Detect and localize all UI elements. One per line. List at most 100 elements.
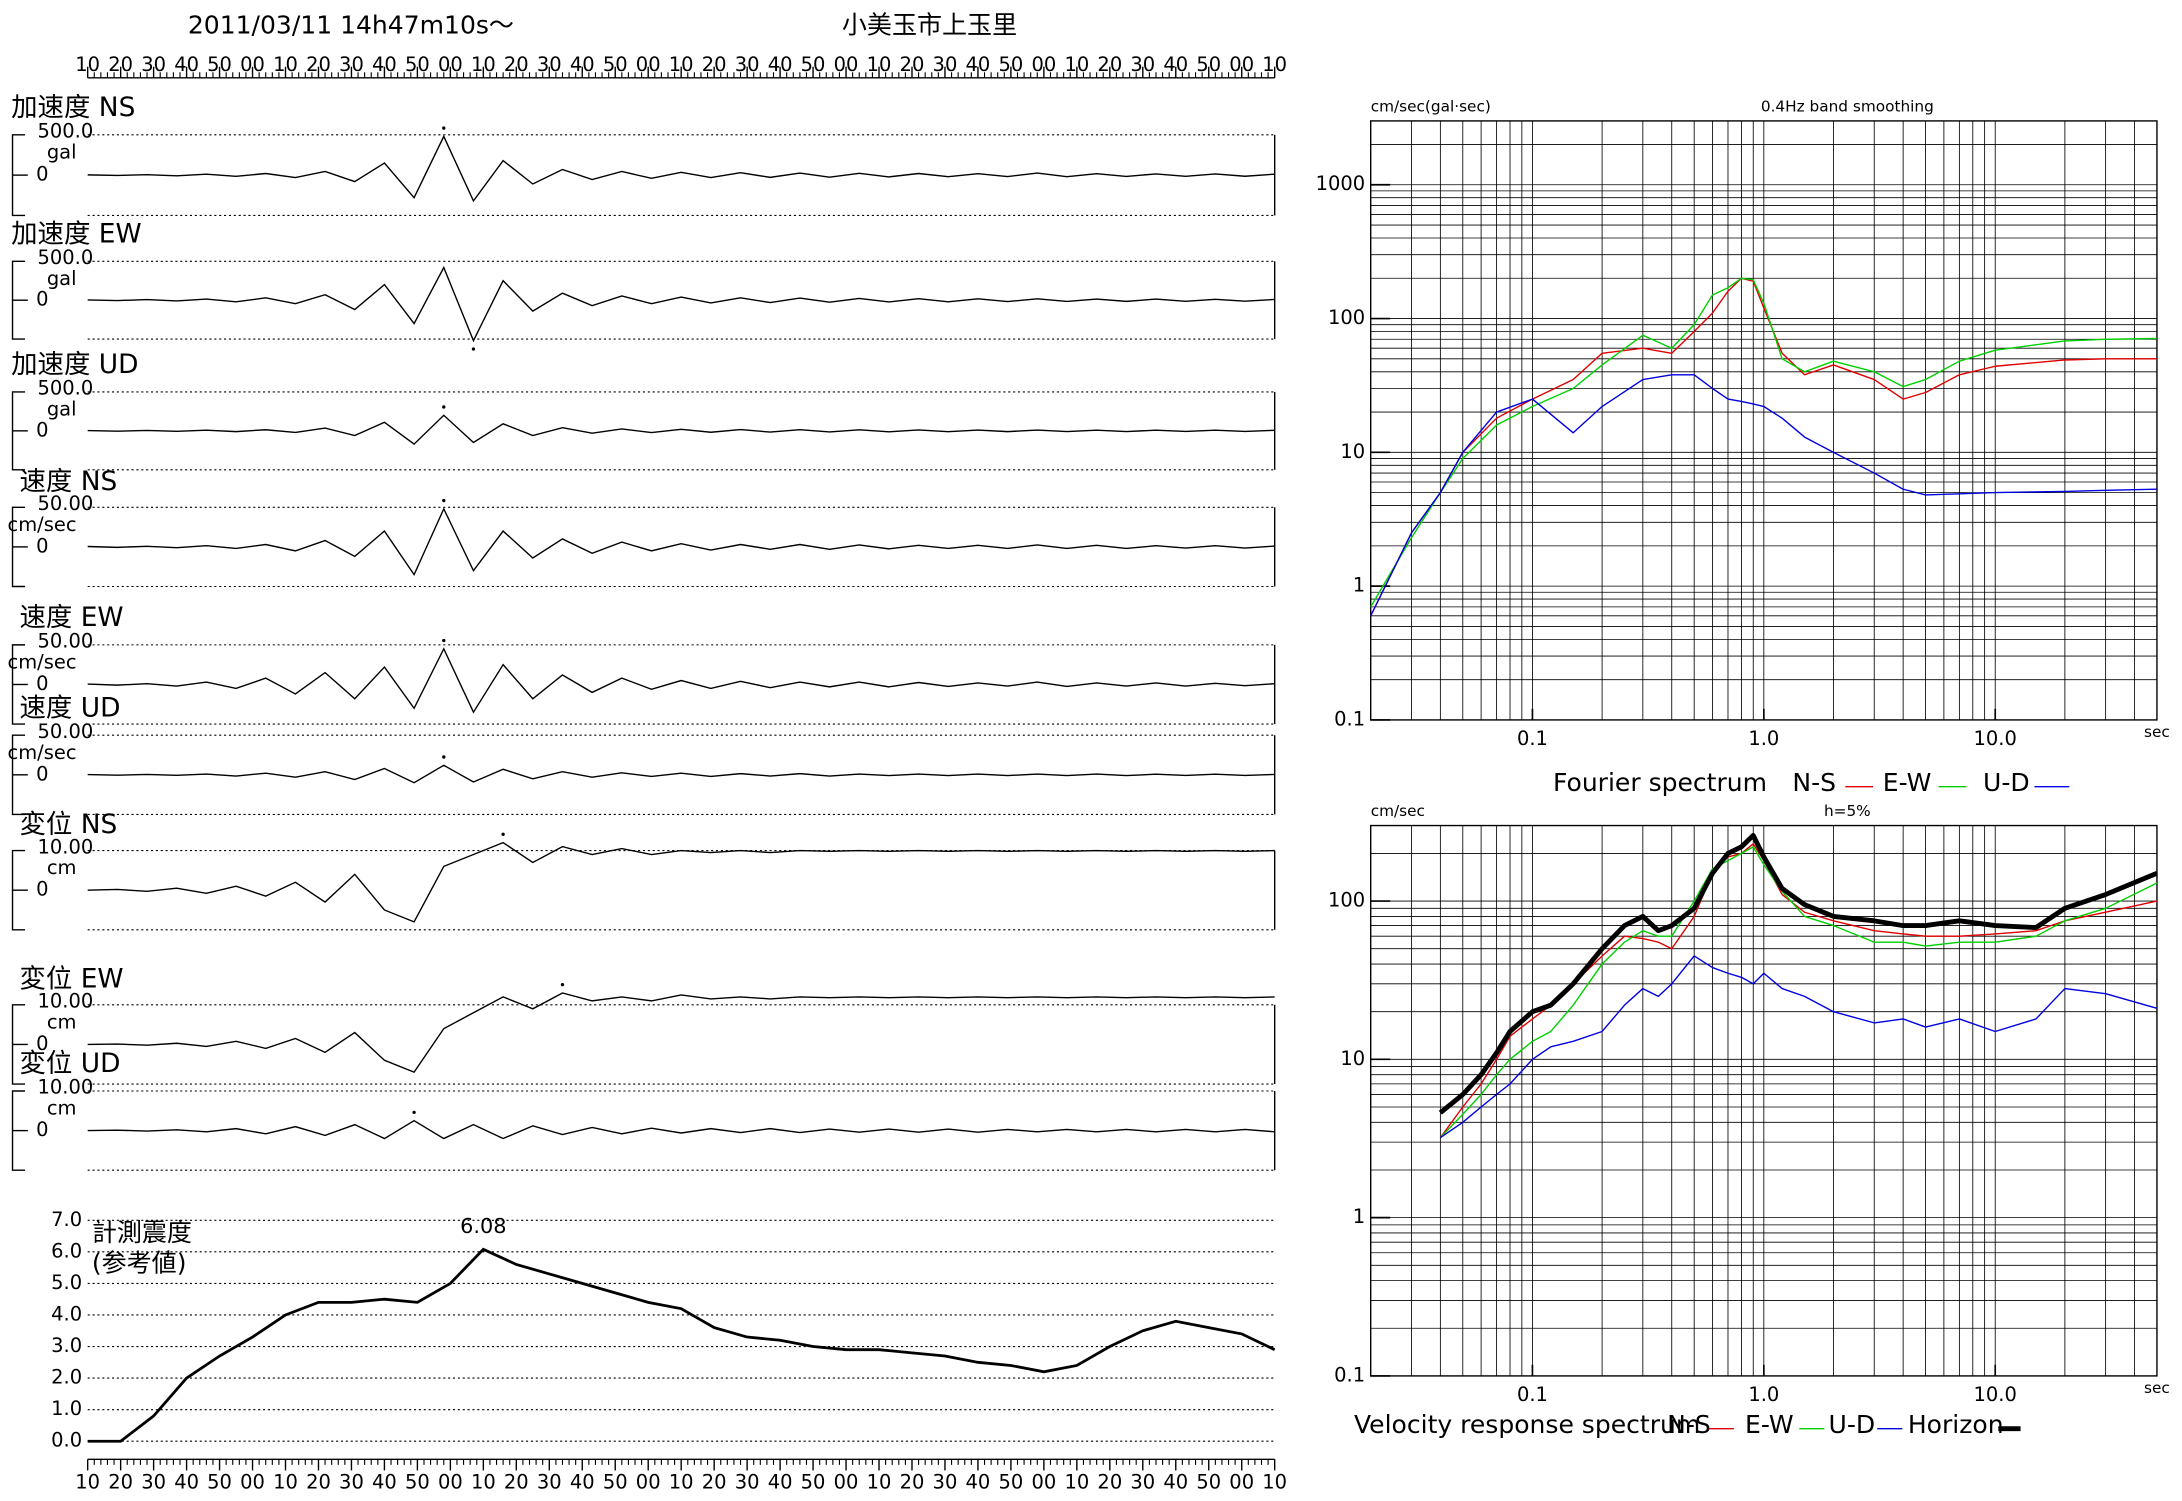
- annotation: 6.08: [460, 1214, 506, 1238]
- panel-title: 速度 NS: [19, 466, 117, 497]
- time-label: 40: [768, 53, 793, 76]
- time-label: 20: [1097, 1470, 1122, 1493]
- time-label: 00: [1031, 1470, 1056, 1493]
- chart-title: Velocity response spectrum: [1354, 1410, 1700, 1439]
- time-label: 50: [801, 1470, 826, 1493]
- y-tick-label: 10: [1340, 440, 1365, 463]
- scale-label: 10.00: [37, 990, 93, 1013]
- station: 小美玉市上玉里: [842, 10, 1017, 39]
- unit-label: cm: [47, 1097, 77, 1120]
- y-tick-label: 4.0: [51, 1302, 82, 1325]
- y-tick-label: 1.0: [51, 1397, 82, 1420]
- chart-title: Fourier spectrum: [1553, 768, 1767, 797]
- zero-label: 0: [36, 1032, 48, 1055]
- time-label: 10: [669, 53, 694, 76]
- y-tick-label: 5.0: [51, 1271, 82, 1294]
- time-label: 10: [867, 53, 892, 76]
- y-tick-label: 0.1: [1334, 707, 1365, 730]
- time-label: 30: [933, 1470, 958, 1493]
- time-label: 10: [1262, 53, 1287, 76]
- scale-label: 50.00: [37, 720, 93, 743]
- time-label: 20: [702, 1470, 727, 1493]
- time-label: 20: [702, 53, 727, 76]
- spectrum-line: [1370, 374, 2157, 617]
- x-tick-label: 0.1: [1517, 727, 1548, 750]
- x-unit: sec: [2144, 1379, 2170, 1397]
- time-label: 00: [1229, 1470, 1254, 1493]
- time-label: 00: [834, 1470, 859, 1493]
- time-label: 30: [735, 53, 760, 76]
- time-label: 20: [504, 1470, 529, 1493]
- time-label: 10: [75, 53, 100, 76]
- time-label: 30: [141, 1470, 166, 1493]
- time-label: 20: [306, 1470, 331, 1493]
- waveform: [87, 414, 1275, 445]
- subtitle: 0.4Hz band smoothing: [1761, 98, 1934, 116]
- legend-label: E-W: [1883, 768, 1932, 797]
- date: 2011/03/11 14h47m10s〜: [188, 10, 514, 39]
- x-tick-label: 10.0: [1974, 1383, 2017, 1406]
- panel-title: 加速度 NS: [11, 92, 135, 123]
- waveform: [87, 265, 1275, 343]
- y-tick-label: 100: [1328, 889, 1365, 912]
- x-tick-label: 0.1: [1517, 1383, 1548, 1406]
- time-label: 40: [570, 1470, 595, 1493]
- panel-title: 変位 NS: [19, 809, 117, 840]
- zero-label: 0: [36, 762, 48, 785]
- time-label: 00: [438, 53, 463, 76]
- unit-label: gal: [47, 267, 77, 290]
- panel-title: 加速度 UD: [11, 349, 138, 380]
- time-label: 10: [1262, 1470, 1287, 1493]
- y-tick-label: 1: [1353, 574, 1365, 597]
- spectrum-line: [1439, 955, 2158, 1139]
- time-label: 50: [999, 1470, 1024, 1493]
- unit-label: gal: [47, 398, 77, 421]
- time-label: 30: [141, 53, 166, 76]
- panel-title: 加速度 EW: [11, 218, 142, 249]
- time-label: 40: [768, 1470, 793, 1493]
- zero-label: 0: [36, 672, 48, 695]
- y-tick-label: 10: [1340, 1047, 1365, 1070]
- unit-label: cm/sec: [7, 650, 76, 673]
- peak-dot: [412, 1110, 416, 1115]
- time-label: 40: [1163, 1470, 1188, 1493]
- legend-label: Horizon: [1908, 1410, 2004, 1439]
- legend-label: N-S: [1667, 1410, 1711, 1439]
- scale-label: 10.00: [37, 1076, 93, 1099]
- unit-label: gal: [47, 140, 77, 163]
- zero-label: 0: [36, 163, 48, 186]
- zero-label: 0: [36, 878, 48, 901]
- legend-label: U-D: [1829, 1410, 1876, 1439]
- zero-label: 0: [36, 288, 48, 311]
- intensity-line: [87, 1247, 1276, 1443]
- spectrum-line: [1438, 832, 2158, 1115]
- zero-label: 0: [36, 418, 48, 441]
- time-label: 30: [1130, 53, 1155, 76]
- spectrum-line: [1439, 846, 2158, 1139]
- peak-dot: [471, 347, 476, 351]
- x-tick-label: 10.0: [1974, 727, 2017, 750]
- time-label: 20: [900, 1470, 925, 1493]
- time-label: 00: [636, 1470, 661, 1493]
- waveform: [87, 764, 1275, 784]
- peak-dot: [501, 832, 505, 836]
- time-label: 40: [174, 1470, 199, 1493]
- subtitle: h=5%: [1824, 802, 1871, 820]
- unit-label: cm: [47, 1010, 77, 1033]
- waveform: [87, 841, 1275, 923]
- time-label: 20: [1097, 53, 1122, 76]
- x-tick-label: 1.0: [1748, 727, 1779, 750]
- waveform: [87, 507, 1275, 577]
- scale-label: 500.0: [37, 120, 93, 143]
- y-tick-label: 2.0: [51, 1366, 82, 1389]
- x-unit: sec: [2144, 723, 2170, 741]
- panel-title: 速度 UD: [19, 692, 120, 723]
- time-label: 50: [207, 1470, 232, 1493]
- scale-label: 500.0: [37, 246, 93, 269]
- time-label: 10: [669, 1470, 694, 1493]
- peak-dot: [442, 638, 446, 643]
- waveform: [87, 1119, 1275, 1140]
- time-label: 00: [438, 1470, 463, 1493]
- time-label: 10: [1064, 1470, 1089, 1493]
- time-label: 30: [537, 53, 562, 76]
